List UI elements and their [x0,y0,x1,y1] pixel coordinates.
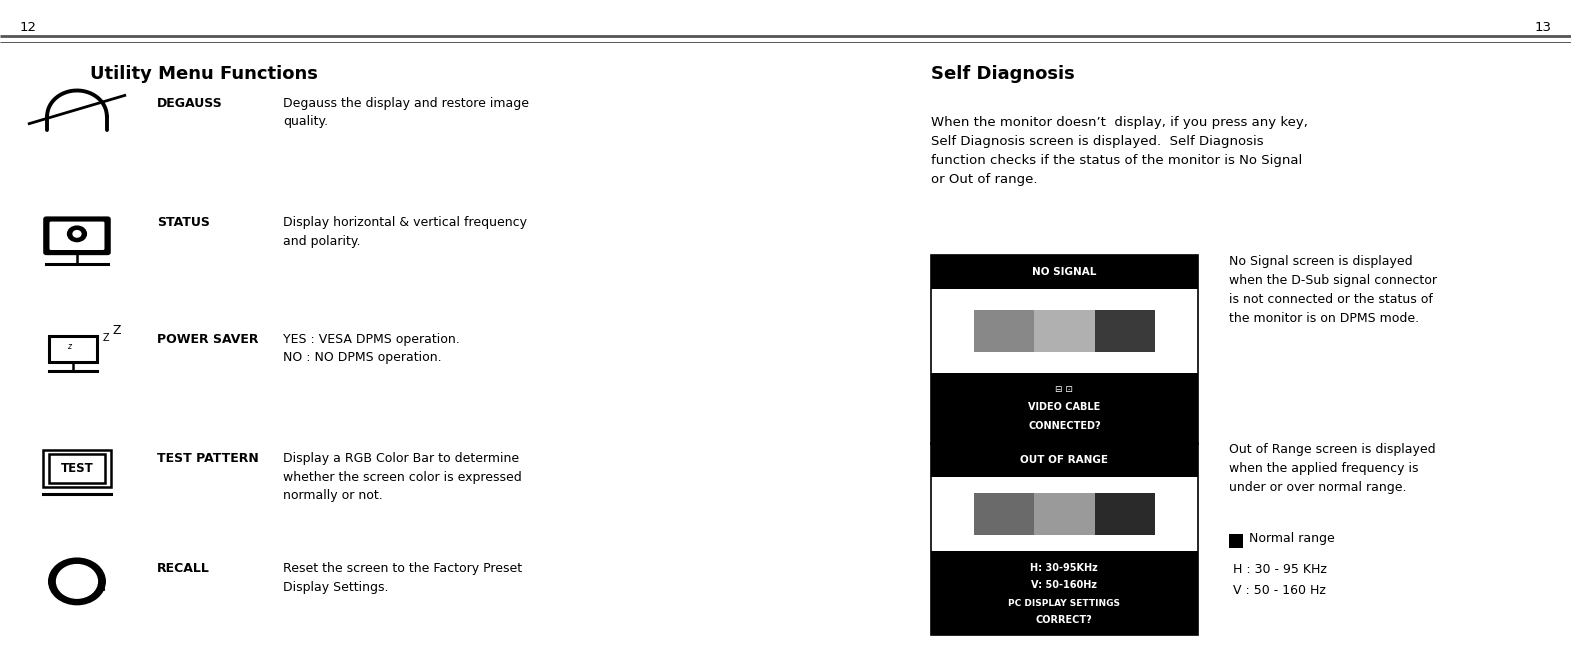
Text: RECALL: RECALL [157,562,211,575]
Text: DEGAUSS: DEGAUSS [157,97,223,110]
Bar [1034,493,1095,535]
Bar [930,255,1197,444]
Text: OUT OF RANGE: OUT OF RANGE [1020,455,1109,464]
Text: POWER SAVER: POWER SAVER [157,333,259,346]
Text: 13: 13 [1535,21,1551,34]
Text: V : 50 - 160 Hz: V : 50 - 160 Hz [1229,584,1326,597]
Bar [1095,493,1155,535]
Text: NO SIGNAL: NO SIGNAL [1032,267,1097,277]
Circle shape [49,558,105,605]
Text: Reset the screen to the Factory Preset
Display Settings.: Reset the screen to the Factory Preset D… [283,562,522,594]
Bar [1229,534,1244,548]
Text: CONNECTED?: CONNECTED? [1027,421,1101,431]
Circle shape [72,231,80,237]
Text: Z: Z [104,333,110,343]
Bar [44,450,110,487]
Text: CORRECT?: CORRECT? [1035,615,1093,625]
Circle shape [68,226,86,242]
Bar [930,477,1197,551]
Bar [930,443,1197,635]
Text: YES : VESA DPMS operation.
NO : NO DPMS operation.: YES : VESA DPMS operation. NO : NO DPMS … [283,333,460,364]
Bar [974,493,1034,535]
Bar [974,311,1034,353]
Text: Display a RGB Color Bar to determine
whether the screen color is expressed
norma: Display a RGB Color Bar to determine whe… [283,452,522,502]
Circle shape [57,565,97,598]
Text: TEST: TEST [61,462,93,475]
Text: z: z [68,342,71,351]
Bar [50,336,97,362]
Text: Out of Range screen is displayed
when the applied frequency is
under or over nor: Out of Range screen is displayed when th… [1229,443,1436,494]
Text: Utility Menu Functions: Utility Menu Functions [91,65,319,83]
Text: Degauss the display and restore image
quality.: Degauss the display and restore image qu… [283,97,529,129]
Bar [1095,311,1155,353]
Bar [1034,311,1095,353]
Bar [930,443,1197,477]
Text: VIDEO CABLE: VIDEO CABLE [1029,402,1100,413]
Text: Z: Z [113,324,121,337]
Text: Normal range: Normal range [1249,532,1335,545]
Text: Display horizontal & vertical frequency
and polarity.: Display horizontal & vertical frequency … [283,216,526,248]
Text: 12: 12 [19,21,36,34]
Text: No Signal screen is displayed
when the D-Sub signal connector
is not connected o: No Signal screen is displayed when the D… [1229,255,1437,325]
Text: H : 30 - 95 KHz: H : 30 - 95 KHz [1229,563,1327,576]
Text: ⊟ ⊡: ⊟ ⊡ [1056,384,1073,393]
Bar [930,373,1197,444]
Text: When the monitor doesn’t  display, if you press any key,
Self Diagnosis screen i: When the monitor doesn’t display, if you… [930,116,1307,186]
Bar [930,255,1197,289]
FancyBboxPatch shape [50,222,104,250]
Text: TEST PATTERN: TEST PATTERN [157,452,259,465]
Bar [930,289,1197,373]
Text: V: 50-160Hz: V: 50-160Hz [1031,579,1098,590]
FancyBboxPatch shape [44,216,110,255]
Text: H: 30-95KHz: H: 30-95KHz [1031,563,1098,573]
Bar [49,454,105,483]
Bar [930,551,1197,635]
Text: STATUS: STATUS [157,216,211,229]
Text: Self Diagnosis: Self Diagnosis [930,65,1075,83]
Text: PC DISPLAY SETTINGS: PC DISPLAY SETTINGS [1009,599,1120,608]
